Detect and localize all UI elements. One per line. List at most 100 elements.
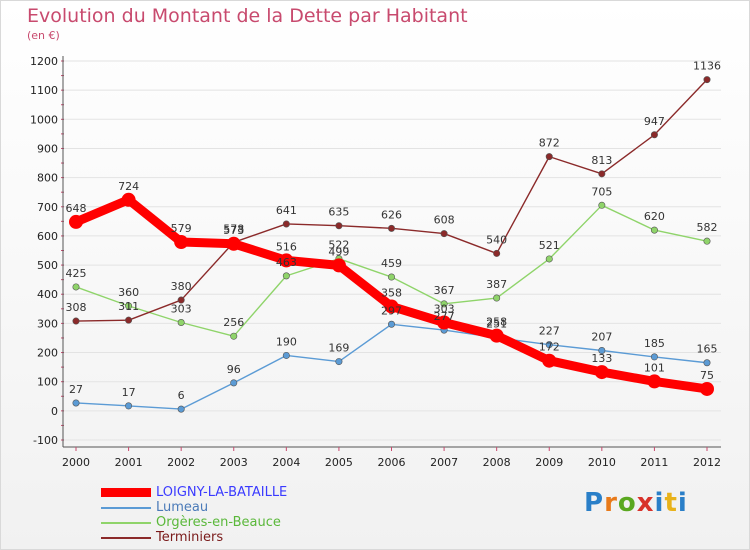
data-label: 165 bbox=[697, 343, 718, 356]
data-label: 380 bbox=[171, 280, 192, 293]
data-label: 256 bbox=[223, 316, 244, 329]
y-tick-label: 200 bbox=[37, 347, 58, 360]
logo-letter: r bbox=[604, 488, 618, 518]
data-point bbox=[226, 236, 241, 251]
data-label: 360 bbox=[118, 286, 139, 299]
x-tick-label: 2004 bbox=[272, 456, 300, 469]
data-label: 169 bbox=[328, 342, 349, 355]
data-label: 358 bbox=[381, 286, 402, 299]
data-label: 303 bbox=[434, 303, 455, 316]
data-point bbox=[384, 299, 399, 314]
data-label: 608 bbox=[434, 214, 455, 227]
data-label: 185 bbox=[644, 337, 665, 350]
data-point bbox=[545, 153, 553, 161]
proxiti-logo: Proxiti bbox=[584, 488, 688, 518]
data-label: 578 bbox=[223, 222, 244, 235]
data-point bbox=[440, 230, 448, 238]
data-point bbox=[125, 302, 133, 310]
data-point bbox=[72, 283, 80, 291]
legend-label: Lumeau bbox=[156, 500, 209, 515]
data-point bbox=[230, 332, 238, 340]
y-tick-label: 800 bbox=[37, 172, 58, 185]
data-label: 311 bbox=[118, 300, 139, 313]
data-point bbox=[437, 315, 452, 330]
legend-label: Orgères-en-Beauce bbox=[156, 515, 281, 530]
data-label: 522 bbox=[328, 239, 349, 252]
x-tick-label: 2012 bbox=[693, 456, 721, 469]
data-point bbox=[174, 235, 189, 250]
logo-letter: o bbox=[617, 488, 637, 518]
data-point bbox=[440, 300, 448, 308]
data-point bbox=[703, 76, 711, 84]
series-line-lumeau bbox=[75, 323, 708, 410]
data-point bbox=[335, 358, 343, 366]
y-tick-label: 600 bbox=[37, 230, 58, 243]
data-label: 582 bbox=[697, 221, 718, 234]
data-point bbox=[703, 359, 711, 367]
data-label: 277 bbox=[434, 310, 455, 323]
legend-label: LOIGNY-LA-BATAILLE bbox=[156, 485, 288, 500]
data-label: 516 bbox=[276, 240, 297, 253]
chart-title: Evolution du Montant de la Dette par Hab… bbox=[27, 5, 468, 27]
y-tick-label: 0 bbox=[51, 405, 58, 418]
data-labels: 648 724 579 573 516 499 358 303 258 172 133 101 75 27… bbox=[66, 60, 722, 402]
data-label: 96 bbox=[227, 363, 241, 376]
data-point bbox=[598, 346, 606, 354]
y-tick-label: 1000 bbox=[30, 113, 58, 126]
data-point bbox=[125, 316, 133, 324]
data-point bbox=[594, 365, 609, 380]
x-tick-label: 2001 bbox=[115, 456, 143, 469]
legend-swatch bbox=[101, 488, 151, 497]
data-point bbox=[72, 317, 80, 325]
data-label: 101 bbox=[644, 361, 665, 374]
x-tick-label: 2003 bbox=[220, 456, 248, 469]
data-point bbox=[545, 255, 553, 263]
y-tick-label: 1100 bbox=[30, 84, 58, 97]
legend-label: Terminiers bbox=[156, 530, 224, 545]
data-label: 17 bbox=[122, 386, 136, 399]
data-label: 705 bbox=[591, 185, 612, 198]
data-point bbox=[598, 201, 606, 209]
x-tick-label: 2010 bbox=[588, 456, 616, 469]
data-point bbox=[335, 222, 343, 230]
x-tick-label: 2000 bbox=[62, 456, 90, 469]
data-label: 947 bbox=[644, 115, 665, 128]
data-label: 641 bbox=[276, 204, 297, 217]
x-tick-label: 2009 bbox=[535, 456, 563, 469]
data-point bbox=[177, 296, 185, 304]
data-label: 133 bbox=[591, 352, 612, 365]
y-tick-label: 500 bbox=[37, 259, 58, 272]
data-label: 6 bbox=[178, 389, 185, 402]
data-label: 387 bbox=[486, 278, 507, 291]
axes: -100 0 100 200 300 400 500 600 700 800 900 1000 1100… bbox=[30, 55, 721, 469]
data-point bbox=[282, 351, 290, 359]
data-point bbox=[493, 249, 501, 257]
data-label: 724 bbox=[118, 180, 139, 193]
logo-letter: x bbox=[636, 488, 655, 518]
series bbox=[69, 76, 714, 413]
data-label: 626 bbox=[381, 208, 402, 221]
data-point bbox=[72, 399, 80, 407]
legend-item: Orgères-en-Beauce bbox=[101, 515, 287, 530]
data-label: 308 bbox=[66, 301, 87, 314]
data-label: 303 bbox=[171, 303, 192, 316]
data-point bbox=[69, 214, 83, 229]
data-label: 207 bbox=[591, 330, 612, 343]
data-label: 258 bbox=[486, 316, 507, 329]
data-point bbox=[703, 237, 711, 245]
y-tick-label: 700 bbox=[37, 201, 58, 214]
data-label: 425 bbox=[66, 267, 87, 280]
data-label: 499 bbox=[328, 245, 349, 258]
data-label: 367 bbox=[434, 284, 455, 297]
data-label: 190 bbox=[276, 335, 297, 348]
y-tick-label: 900 bbox=[37, 142, 58, 155]
data-label: 251 bbox=[486, 318, 507, 331]
y-tick-label: -100 bbox=[33, 434, 58, 447]
logo-letter: P bbox=[584, 488, 605, 518]
data-point bbox=[387, 224, 395, 232]
data-point bbox=[387, 320, 395, 328]
data-point bbox=[650, 131, 658, 139]
legend-item: LOIGNY-LA-BATAILLE bbox=[101, 485, 287, 500]
data-point bbox=[489, 328, 504, 343]
data-label: 27 bbox=[69, 383, 83, 396]
